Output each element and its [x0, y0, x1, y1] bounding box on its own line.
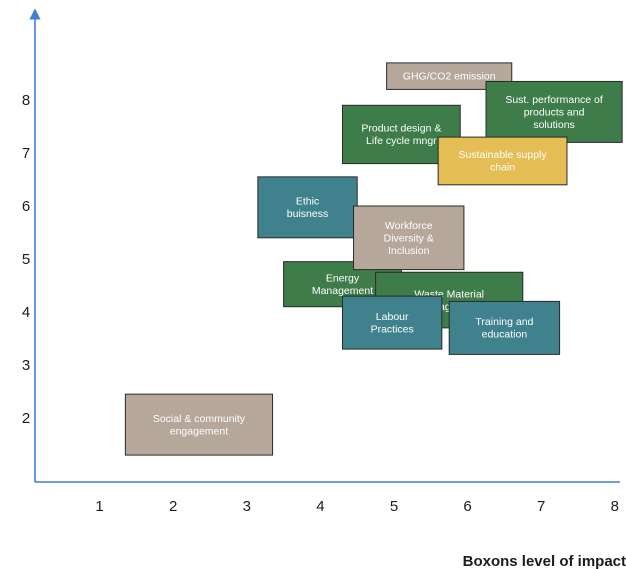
impact-box-label: Product design &: [361, 123, 441, 135]
impact-box-rect: [341, 295, 443, 350]
impact-box-label: Sust. performance of: [505, 94, 603, 106]
impact-box-label: Social & community: [153, 413, 246, 425]
x-tick-label: 2: [169, 498, 177, 515]
y-tick-label: 5: [22, 251, 30, 268]
y-tick-label: 4: [22, 304, 30, 321]
impact-box-label: Labour: [376, 311, 409, 323]
impact-box-label: buisness: [287, 208, 328, 220]
impact-box-label: Workforce: [385, 220, 433, 232]
impact-box-label: chain: [490, 162, 515, 174]
x-tick-label: 1: [95, 498, 103, 515]
x-tick-label: 5: [390, 498, 398, 515]
impact-box-rect: [485, 80, 623, 143]
impact-box-label: Sustainable supply: [458, 149, 547, 161]
impact-box-label: GHG/CO2 emission: [403, 71, 496, 83]
impact-box-rect: [257, 176, 358, 239]
x-tick-label: 4: [316, 498, 324, 515]
impact-box-rect: [448, 300, 561, 355]
impact-box-label: Life cycle mngr: [366, 135, 437, 147]
x-tick-label: 7: [537, 498, 545, 515]
impact-box: GHG/CO2 emission: [386, 62, 513, 90]
x-tick-label: 3: [243, 498, 251, 515]
y-tick-label: 8: [22, 92, 30, 109]
impact-box-rect: [353, 205, 465, 271]
impact-box-label: Ethic: [296, 196, 319, 208]
impact-box-label: Inclusion: [388, 245, 430, 257]
impact-box-label: Practices: [371, 323, 414, 335]
x-tick-label: 8: [611, 498, 619, 515]
y-tick-label: 2: [22, 410, 30, 427]
y-tick-label: 3: [22, 357, 30, 374]
impact-box-label: Training and: [475, 316, 533, 328]
impact-box-rect: [437, 136, 568, 186]
y-tick-label: 7: [22, 145, 30, 162]
impact-box-rect: [124, 393, 274, 456]
impact-box-label: Energy: [326, 272, 360, 284]
impact-box-label: education: [482, 329, 528, 341]
x-tick-label: 6: [463, 498, 471, 515]
impact-box-label: engagement: [170, 425, 228, 437]
x-axis-label: Boxons level of impact: [463, 553, 626, 569]
y-tick-labels: 2 3 4 5 6 7 8: [22, 92, 30, 427]
impact-box-label: products and: [524, 106, 585, 118]
impact-box-label: Management: [312, 285, 373, 297]
y-tick-label: 6: [22, 198, 30, 215]
x-tick-labels: 1 2 3 4 5 6 7 8: [95, 498, 619, 515]
impact-box-label: solutions: [533, 119, 574, 131]
impact-box-label: Diversity &: [384, 232, 434, 244]
